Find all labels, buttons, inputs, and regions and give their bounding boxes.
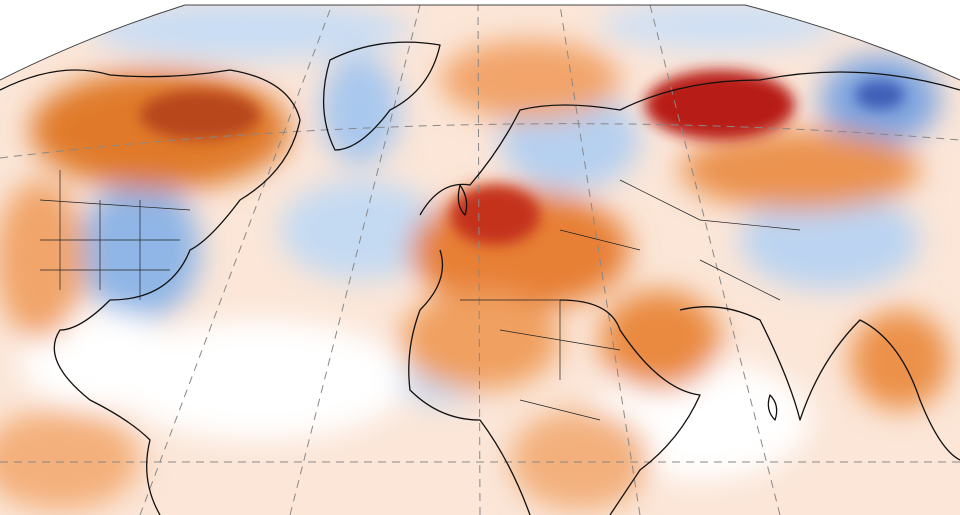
map-edge: [185, 4, 960, 81]
map-shape: [740, 190, 920, 290]
map-shape: [767, 394, 778, 421]
map-shape: [20, 310, 180, 410]
map-shape: [0, 410, 140, 510]
map-shape: [39, 170, 191, 300]
map-shape: [600, 5, 840, 50]
map-shape: [408, 249, 531, 515]
map-shape: [680, 130, 920, 210]
map-shape: [510, 410, 650, 510]
map-shape: [0, 123, 960, 159]
map-shape: [855, 80, 905, 110]
map-shape: [600, 290, 720, 390]
map-shape: [320, 55, 400, 165]
map-shape: [457, 184, 468, 216]
graticule: [0, 4, 960, 515]
map-shape: [0, 5, 950, 510]
map-edge: [0, 4, 186, 81]
map-shape: [322, 41, 441, 151]
map-shape: [477, 4, 481, 515]
map-shape: [419, 71, 960, 216]
map-shape: [140, 90, 260, 140]
map-shape: [0, 180, 85, 340]
map-shape: [139, 9, 331, 515]
map-shape: [559, 4, 641, 515]
borders: [39, 170, 801, 421]
map-shape: [0, 69, 301, 515]
map-shape: [559, 299, 701, 515]
map-shape: [110, 320, 410, 440]
map-shape: [850, 310, 950, 410]
map-shape: [289, 4, 421, 515]
map-shape: [400, 290, 560, 390]
coastlines: [0, 41, 960, 515]
map-shape: [679, 306, 960, 461]
map-shape: [649, 4, 781, 515]
map-shape: [645, 70, 795, 140]
map-shape: [280, 180, 440, 280]
map-shape: [460, 179, 801, 421]
map-shape: [450, 185, 540, 245]
map-shape: [90, 5, 410, 60]
